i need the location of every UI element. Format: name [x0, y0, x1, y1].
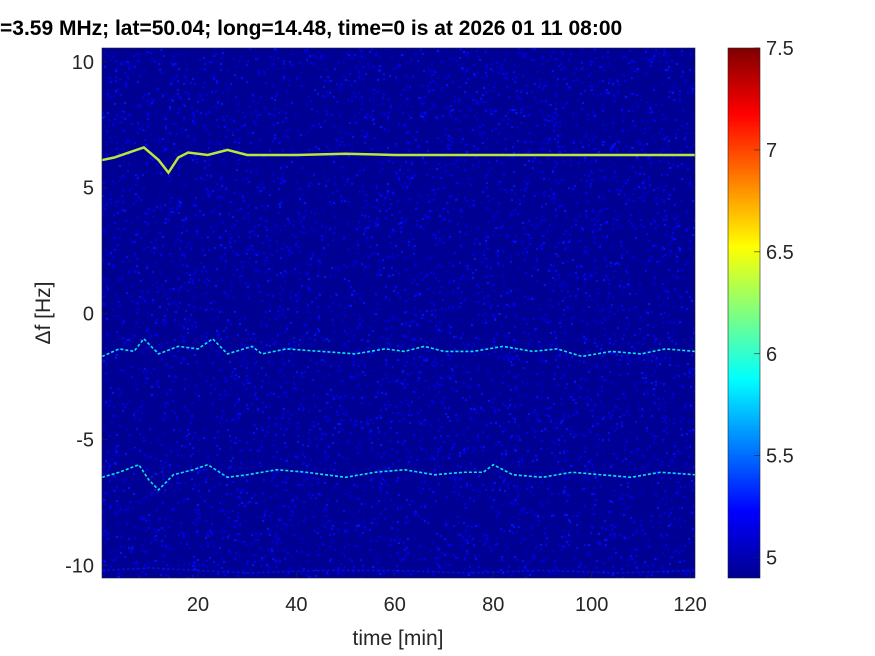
- y-tick-label: -5: [76, 430, 94, 452]
- signal-trace-1: [101, 146, 695, 175]
- colorbar-tick-label: 7: [766, 140, 777, 162]
- plot-frame: [101, 47, 696, 579]
- signal-trace-3: [101, 463, 696, 492]
- x-tick-label: 40: [285, 594, 307, 616]
- colorbar-tick-label: 5.5: [766, 446, 794, 468]
- x-tick-label: 100: [575, 594, 608, 616]
- signal-trace-2: [101, 337, 696, 358]
- y-axis-label: Δf [Hz]: [32, 281, 55, 344]
- y-tick-label: 10: [72, 52, 94, 74]
- colorbar: [727, 47, 761, 579]
- y-tick-label: 5: [83, 178, 94, 200]
- signal-trace-4: [101, 567, 696, 574]
- signal-traces: [101, 146, 696, 574]
- x-axis-label: time [min]: [352, 627, 443, 650]
- x-tick-label: 80: [482, 594, 504, 616]
- colorbar-tick-label: 6: [766, 344, 777, 366]
- y-tick-label: -10: [65, 555, 94, 577]
- colorbar-tick-label: 6.5: [766, 242, 794, 264]
- colorbar-tick-label: 7.5: [766, 38, 794, 60]
- chart-title: =3.59 MHz; lat=50.04; long=14.48, time=0…: [0, 17, 623, 40]
- x-tick-label: 120: [673, 594, 706, 616]
- colorbar-tick-label: 5: [766, 548, 777, 570]
- x-tick-label: 60: [384, 594, 406, 616]
- x-tick-label: 20: [187, 594, 209, 616]
- y-tick-label: 0: [83, 304, 94, 326]
- spectrogram-background: [102, 48, 695, 578]
